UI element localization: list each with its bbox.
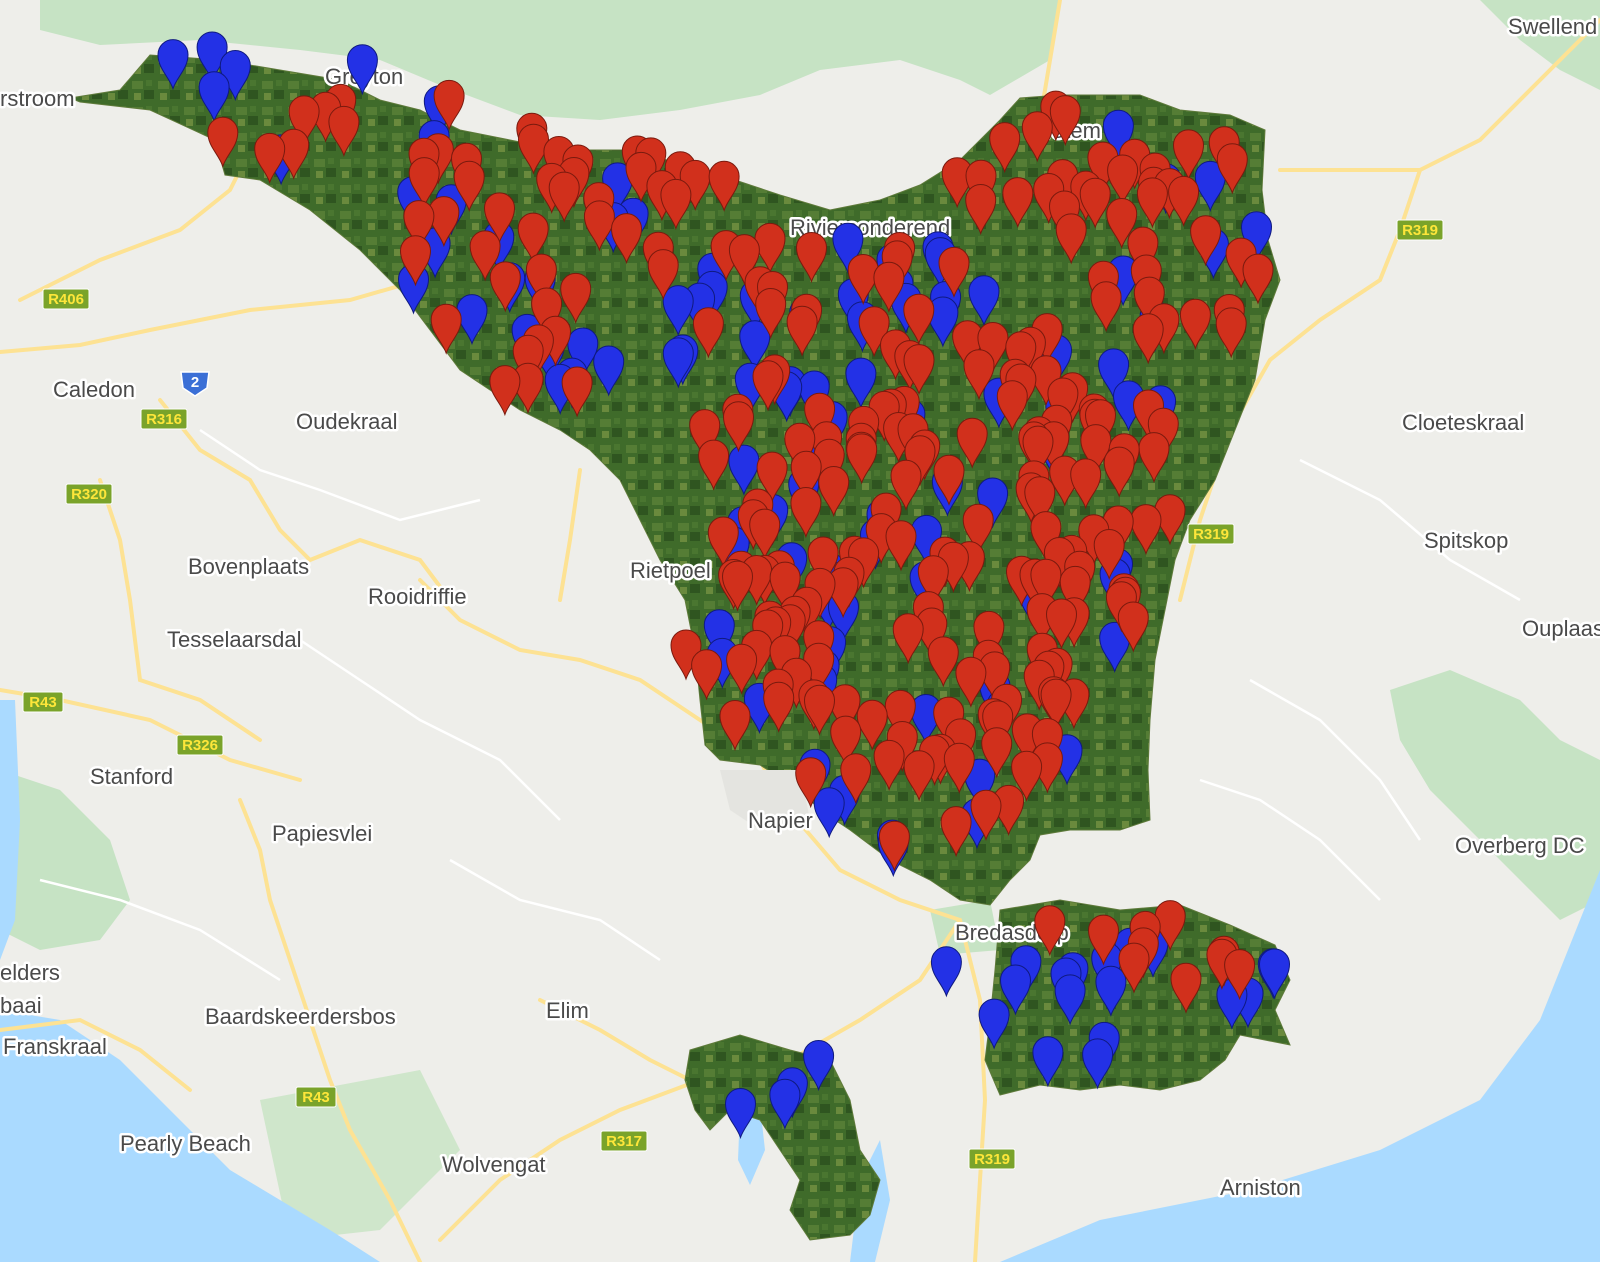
place-label[interactable]: Stanford — [88, 762, 176, 792]
road-shields: R406 R319 R316 R320 R326 R43 R317 R319 — [22, 219, 1444, 1170]
place-label[interactable]: Caledon — [51, 375, 138, 405]
place-label[interactable]: Baardskeerdersbos — [203, 1002, 399, 1032]
place-label[interactable]: Franskraal — [1, 1032, 110, 1062]
svg-text:R320: R320 — [71, 486, 107, 503]
place-label[interactable]: Rooidriffie — [366, 582, 470, 612]
mountain-park — [1480, 0, 1600, 90]
road-shield: R43 — [295, 1086, 337, 1108]
road-shield: R319 — [1187, 523, 1235, 545]
place-label[interactable]: Napier — [746, 806, 816, 836]
place-label[interactable]: Elim — [544, 996, 592, 1026]
mountain-park — [40, 0, 1060, 120]
svg-text:R43: R43 — [302, 1089, 330, 1106]
road-shield: R320 — [65, 483, 113, 505]
place-labels: Swellend rstroom Greyton Caledon Oudekra… — [0, 12, 1600, 1203]
national-route-shield: 2 — [180, 371, 210, 397]
place-label[interactable]: Overberg DC — [1453, 831, 1588, 861]
place-label[interactable]: Papiesvlei — [270, 819, 375, 849]
nature-reserve — [260, 1070, 460, 1240]
place-label[interactable]: baai — [0, 991, 44, 1021]
place-label[interactable]: Ouplaas — [1520, 614, 1600, 644]
place-label[interactable]: Tesselaarsdal — [165, 625, 305, 655]
place-label[interactable]: Riviersonderend — [788, 213, 953, 243]
svg-text:R326: R326 — [182, 737, 218, 754]
ocean — [0, 1010, 380, 1262]
town-area — [720, 770, 810, 830]
nature-reserve — [1390, 670, 1600, 920]
place-label[interactable]: Oudekraal — [294, 407, 401, 437]
svg-text:R319: R319 — [1402, 222, 1438, 239]
svg-text:R317: R317 — [606, 1133, 642, 1150]
svg-text:R43: R43 — [29, 694, 57, 711]
ocean — [0, 700, 20, 960]
svg-text:R319: R319 — [1193, 526, 1229, 543]
place-label[interactable]: Spitskop — [1422, 526, 1511, 556]
road-shield: R317 — [600, 1130, 648, 1152]
road-shield: R316 — [140, 408, 188, 430]
place-label[interactable]: Pearly Beach — [118, 1129, 254, 1159]
place-label[interactable]: Rietpoel — [628, 556, 714, 586]
place-label[interactable]: rstroom — [0, 84, 77, 114]
place-label[interactable]: elders — [0, 958, 62, 988]
place-label[interactable]: Swellend — [1506, 12, 1600, 42]
place-label[interactable]: Bovenplaats — [186, 552, 312, 582]
road-shield: R43 — [22, 691, 64, 713]
svg-text:2: 2 — [191, 374, 199, 391]
place-label[interactable]: Arniston — [1218, 1173, 1304, 1203]
road-shield: R406 — [42, 288, 90, 310]
ocean — [1000, 870, 1600, 1262]
place-label[interactable]: Wolvengat — [440, 1150, 549, 1180]
road-shield: R319 — [1396, 219, 1444, 241]
svg-text:R406: R406 — [48, 291, 84, 308]
place-label[interactable]: Cloeteskraal — [1400, 408, 1527, 438]
svg-text:R316: R316 — [146, 411, 182, 428]
road-shield: R319 — [968, 1148, 1016, 1170]
svg-text:R319: R319 — [974, 1151, 1010, 1168]
nature-reserve — [0, 770, 130, 950]
minor-roads — [39, 428, 1521, 982]
road-shield: R326 — [176, 734, 224, 756]
